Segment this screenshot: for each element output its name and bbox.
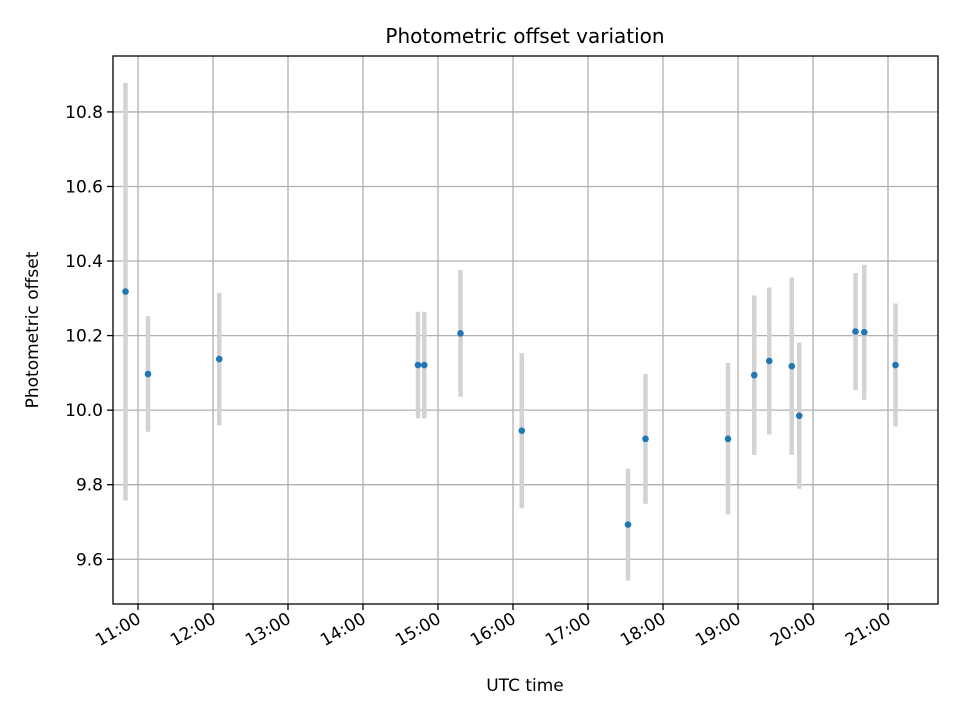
grid: [113, 56, 938, 604]
plot-area-frame: [112, 55, 939, 605]
data-point: [122, 288, 129, 295]
data-point: [750, 371, 758, 379]
data-point: [788, 362, 796, 370]
x-tick-label: 21:00: [842, 609, 894, 651]
data-point: [852, 328, 859, 335]
data-point: [724, 435, 732, 443]
x-tick-label: 19:00: [692, 609, 744, 651]
x-tick-label: 12:00: [167, 609, 219, 651]
y-axis-ticks: 9.6 9.8 10.0 10.2 10.4 10.6 10.8: [65, 103, 113, 570]
data-point: [414, 361, 422, 369]
x-tick-label: 15:00: [392, 609, 444, 651]
x-tick-label: 14:00: [317, 609, 369, 651]
y-tick-label: 10.4: [65, 252, 103, 272]
x-axis-ticks: 11:00 12:00 13:00 14:00 15:00 16:00 17:00 18:00…: [92, 604, 895, 651]
y-tick-label: 9.6: [76, 550, 103, 570]
x-tick-label: 16:00: [467, 609, 519, 651]
y-tick-label: 10.8: [65, 103, 103, 123]
y-tick-label: 10.2: [65, 327, 103, 347]
data-point: [518, 427, 526, 434]
x-axis-label: UTC time: [486, 676, 564, 696]
y-tick-label: 9.8: [76, 476, 103, 496]
y-tick-label: 10.0: [65, 401, 103, 421]
data-point: [892, 361, 899, 369]
x-tick-label: 18:00: [617, 609, 669, 651]
x-tick-label: 13:00: [242, 609, 294, 651]
error-bars: [123, 82, 898, 581]
x-tick-label: 20:00: [767, 609, 819, 651]
data-point: [215, 355, 223, 363]
y-tick-label: 10.6: [65, 177, 103, 197]
y-axis-label: Photometric offset: [23, 251, 43, 408]
data-point: [457, 330, 464, 337]
x-tick-label: 11:00: [92, 609, 144, 651]
data-point: [860, 328, 868, 336]
data-point: [624, 521, 632, 528]
data-point: [765, 357, 773, 365]
data-point: [795, 412, 803, 420]
chart-title: Photometric offset variation: [385, 24, 664, 48]
data-points: [122, 288, 899, 528]
x-tick-label: 17:00: [542, 609, 594, 651]
data-point: [144, 370, 152, 378]
data-point: [420, 361, 428, 369]
data-point: [642, 435, 649, 443]
